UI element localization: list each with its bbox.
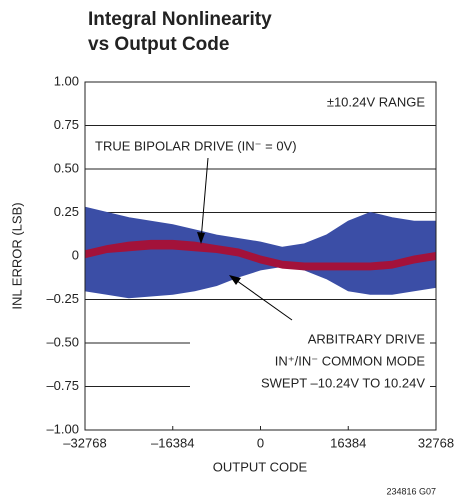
y-tick-label: 0.25 [54, 204, 79, 219]
y-tick-label: 1.00 [54, 73, 79, 88]
annotation: ARBITRARY DRIVE [308, 331, 426, 346]
arrow [232, 277, 293, 321]
x-tick-label: 0 [257, 435, 264, 450]
annotation: IN⁺/IN⁻ COMMON MODE [275, 353, 426, 368]
band [84, 206, 437, 299]
arrow-head [229, 275, 241, 285]
y-tick-label: 0.75 [54, 117, 79, 132]
y-tick-label: 0.50 [54, 160, 79, 175]
label-bg [300, 94, 430, 112]
x-tick-label: 16384 [330, 435, 366, 450]
label-bg [90, 137, 345, 157]
y-tick-label: 0 [72, 247, 79, 262]
x-tick-label: –32768 [63, 435, 106, 450]
y-tick-label: –0.75 [46, 378, 79, 393]
y-tick-label: –0.50 [46, 334, 79, 349]
footnote: 234816 G07 [386, 486, 436, 496]
x-axis-label: OUTPUT CODE [213, 459, 308, 474]
annotations: ±10.24V RANGE TRUE BIPOLAR DRIVE (IN⁻ = … [90, 94, 430, 395]
x-tick-label: –16384 [151, 435, 194, 450]
y-tick-label: –0.25 [46, 291, 79, 306]
y-axis-label: INL ERROR (LSB) [9, 202, 24, 309]
x-tick-label: 32768 [418, 435, 454, 450]
annotation: TRUE BIPOLAR DRIVE (IN⁻ = 0V) [95, 138, 297, 153]
annotation: ±10.24V RANGE [327, 94, 426, 109]
plot [84, 206, 437, 299]
label-bg [190, 331, 430, 395]
y-tick-label: –1.00 [46, 421, 79, 436]
annotation: SWEPT –10.24V TO 10.24V [261, 375, 425, 390]
arrow [200, 157, 209, 241]
chart-title: Integral Nonlinearity [88, 9, 272, 30]
chart-title: vs Output Code [88, 34, 229, 55]
arrow-head [197, 232, 205, 244]
